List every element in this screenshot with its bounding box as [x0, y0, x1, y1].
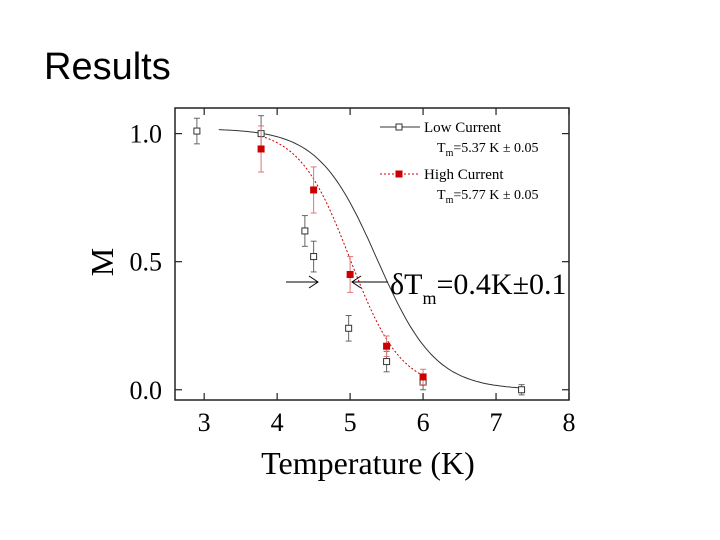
legend-entry-low-current: Low Current [424, 120, 502, 136]
plot-frame [174, 107, 570, 401]
y-tick-label-1: 0.5 [130, 248, 163, 277]
x-tick-label-5: 5 [344, 408, 357, 437]
fit-curves [218, 129, 522, 389]
x-axis-label: Temperature (K) [261, 445, 475, 481]
data-point-1-3 [383, 342, 391, 350]
axis-ticks: 3 4 5 6 7 8 0.0 0.5 1.0 [130, 108, 576, 437]
x-tick-label-3: 3 [198, 408, 211, 437]
slide-title: Results [44, 46, 171, 88]
y-tick-label-2: 1.0 [130, 120, 163, 149]
x-tick-label-7: 7 [490, 408, 503, 437]
y-tick-label-0: 0.0 [130, 376, 163, 405]
data-point-1-4 [419, 373, 427, 381]
annotation-text: δTm=0.4K±0.1 [390, 268, 567, 308]
legend-entry-high-current: High Current [424, 167, 504, 183]
legend-fit-low-current: Tm=5.37 K ± 0.05 [437, 141, 539, 159]
data-point-1-2 [346, 270, 354, 278]
x-tick-label-4: 4 [271, 408, 284, 437]
data-point-0-0 [193, 127, 201, 135]
data-point-0-3 [310, 253, 318, 261]
y-axis-label: M [84, 248, 120, 276]
data-point-1-0 [257, 145, 265, 153]
data-point-0-7 [518, 386, 526, 394]
legend: Low Current Tm=5.37 K ± 0.05 High Curren… [380, 120, 539, 206]
data-point-0-5 [383, 358, 391, 366]
x-tick-label-8: 8 [563, 408, 576, 437]
series-0 [193, 115, 526, 396]
series-1 [257, 125, 427, 386]
data-point-1-1 [310, 186, 318, 194]
width-annotation: δTm=0.4K±0.1 [286, 268, 567, 308]
legend-fit-high-current: Tm=5.77 K ± 0.05 [437, 188, 539, 206]
data-point-0-2 [301, 227, 309, 235]
data-point-0-4 [345, 324, 353, 332]
data-points [193, 115, 526, 396]
fit-curve-0 [218, 129, 522, 389]
x-tick-label-6: 6 [417, 408, 430, 437]
